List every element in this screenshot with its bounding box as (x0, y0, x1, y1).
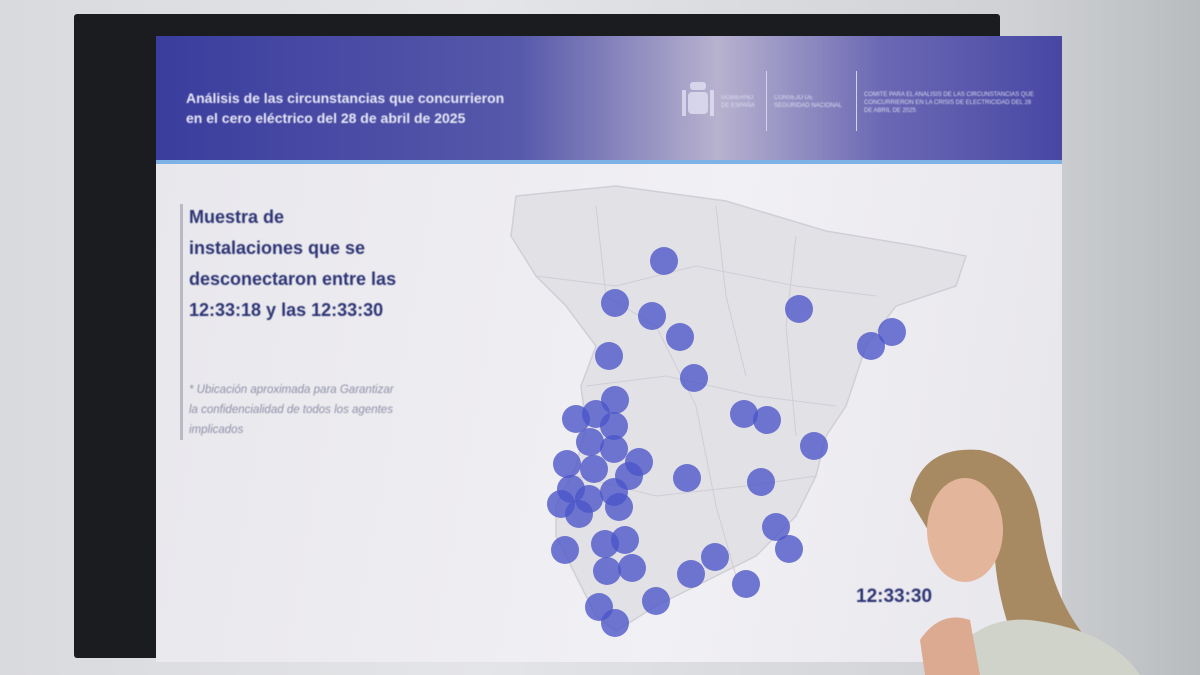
installation-marker (601, 609, 629, 637)
slide-header: Análisis de las circunstancias que concu… (156, 36, 1062, 164)
installation-marker (680, 364, 708, 392)
spain-map (510, 185, 967, 637)
title-line-2: en el cero eléctrico del 28 de abril de … (186, 110, 466, 126)
coat-of-arms-logo (682, 82, 714, 116)
installation-marker (701, 543, 729, 571)
installation-marker (595, 342, 623, 370)
logo-text-comite: COMITÉ PARA EL ANÁLISIS DE LAS CIRCUNSTA… (864, 92, 1034, 114)
installation-marker (762, 513, 790, 541)
installation-marker (565, 500, 593, 528)
installation-marker (551, 536, 579, 564)
installation-marker (677, 560, 705, 588)
installation-marker (857, 332, 885, 360)
installation-marker (611, 526, 639, 554)
divider (766, 71, 767, 131)
installation-marker (747, 468, 775, 496)
installation-marker (878, 318, 906, 346)
logo-text-consejo: CONSEJO DE SEGURIDAD NACIONAL (774, 95, 843, 109)
installation-marker (593, 557, 621, 585)
installation-marker (775, 535, 803, 563)
face (927, 478, 1003, 582)
installation-marker (600, 435, 628, 463)
installation-marker (730, 400, 758, 428)
installation-marker (666, 323, 694, 351)
hand (920, 617, 980, 675)
title-line-1: Análisis de las circunstancias que concu… (186, 90, 505, 106)
footnote: * Ubicación aproximada para Garantizar l… (189, 384, 394, 436)
tv-screen: Análisis de las circunstancias que concu… (74, 14, 1062, 662)
slide-heading: Muestra de instalaciones que se desconec… (189, 207, 397, 320)
divider (856, 71, 857, 131)
logo-text-gobierno: GOBIERNO DE ESPAÑA (721, 95, 755, 109)
presentation-slide: Análisis de las circunstancias que concu… (156, 36, 1062, 662)
jacket (940, 619, 1140, 675)
installation-marker (800, 432, 828, 460)
slide-title: Análisis de las circunstancias que concu… (186, 88, 504, 128)
installation-marker (580, 455, 608, 483)
installation-marker (642, 587, 670, 615)
accent-bar (180, 204, 183, 440)
installation-marker (732, 570, 760, 598)
installation-marker (576, 428, 604, 456)
clock-readout: 12:33:30 (856, 586, 933, 607)
presenter-woman (910, 449, 1140, 675)
installation-marker (753, 406, 781, 434)
installation-marker (618, 554, 646, 582)
installation-marker (553, 450, 581, 478)
installation-marker (650, 247, 678, 275)
installation-marker (605, 493, 633, 521)
installation-marker (673, 464, 701, 492)
installation-marker (785, 295, 813, 323)
installation-marker (600, 412, 628, 440)
installation-marker (638, 302, 666, 330)
installation-marker (601, 289, 629, 317)
